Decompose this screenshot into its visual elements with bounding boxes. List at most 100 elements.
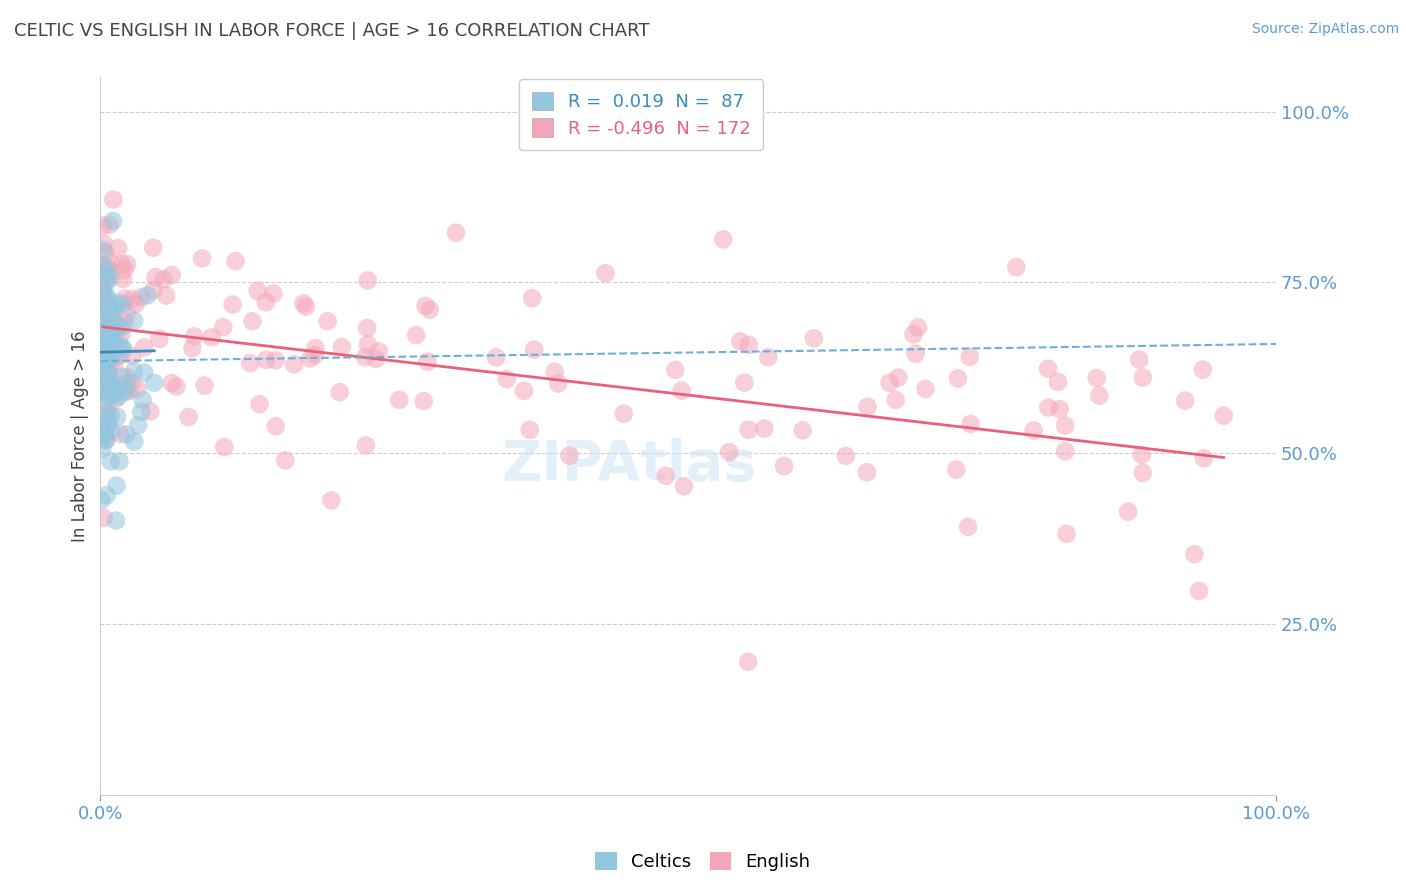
Point xyxy=(134,340,156,354)
Point xyxy=(131,392,153,407)
Point xyxy=(329,385,352,400)
Point xyxy=(118,384,141,398)
Point xyxy=(91,353,114,368)
Point xyxy=(91,423,114,437)
Point xyxy=(946,371,969,385)
Point xyxy=(97,416,120,430)
Point xyxy=(136,288,159,302)
Point xyxy=(91,301,114,315)
Point xyxy=(121,349,143,363)
Text: ZIPAtlas: ZIPAtlas xyxy=(502,438,756,492)
Point xyxy=(364,351,387,366)
Point xyxy=(107,318,129,333)
Point xyxy=(111,257,134,271)
Point xyxy=(664,363,686,377)
Point xyxy=(98,327,121,342)
Point xyxy=(152,272,174,286)
Point xyxy=(96,403,118,417)
Point xyxy=(354,438,377,452)
Point xyxy=(264,353,287,368)
Point xyxy=(90,336,112,351)
Point xyxy=(249,397,271,411)
Point xyxy=(104,514,127,528)
Point xyxy=(98,299,121,313)
Point xyxy=(111,339,134,353)
Point xyxy=(91,324,114,338)
Point xyxy=(108,454,131,468)
Point xyxy=(283,357,305,371)
Point xyxy=(90,368,112,382)
Point xyxy=(513,384,536,398)
Point xyxy=(97,387,120,401)
Point xyxy=(945,462,967,476)
Point xyxy=(101,316,124,330)
Point xyxy=(91,268,114,283)
Point xyxy=(98,379,121,393)
Point xyxy=(181,341,204,355)
Point xyxy=(122,364,145,378)
Point xyxy=(98,338,121,352)
Point xyxy=(756,350,779,364)
Point xyxy=(111,297,134,311)
Point xyxy=(127,382,149,396)
Point xyxy=(142,241,165,255)
Point xyxy=(143,376,166,390)
Point xyxy=(103,358,125,372)
Point xyxy=(1212,409,1234,423)
Point xyxy=(254,295,277,310)
Point xyxy=(904,346,927,360)
Point xyxy=(419,302,441,317)
Point xyxy=(103,301,125,315)
Point xyxy=(1130,448,1153,462)
Point xyxy=(737,423,759,437)
Point xyxy=(856,400,879,414)
Point xyxy=(94,429,117,443)
Point xyxy=(105,322,128,336)
Point xyxy=(254,352,277,367)
Point xyxy=(299,351,322,366)
Point xyxy=(485,351,508,365)
Point xyxy=(98,369,121,384)
Point xyxy=(94,332,117,346)
Point xyxy=(1085,371,1108,385)
Point xyxy=(108,348,131,362)
Point xyxy=(91,306,114,320)
Point xyxy=(523,343,546,357)
Point xyxy=(94,373,117,387)
Point xyxy=(754,421,776,435)
Point xyxy=(142,283,165,297)
Point xyxy=(134,366,156,380)
Point xyxy=(193,378,215,392)
Point xyxy=(93,326,115,340)
Point xyxy=(94,264,117,278)
Point xyxy=(110,327,132,342)
Point xyxy=(98,303,121,318)
Point xyxy=(100,409,122,423)
Point xyxy=(595,266,617,280)
Point xyxy=(730,334,752,349)
Point xyxy=(115,427,138,442)
Point xyxy=(547,376,569,391)
Point xyxy=(93,511,115,525)
Point xyxy=(91,286,114,301)
Point xyxy=(91,304,114,318)
Point xyxy=(304,348,326,362)
Point xyxy=(887,370,910,384)
Point xyxy=(98,356,121,370)
Point xyxy=(613,407,636,421)
Point xyxy=(263,286,285,301)
Point xyxy=(903,327,925,342)
Point xyxy=(101,214,124,228)
Point xyxy=(90,334,112,348)
Point xyxy=(93,236,115,251)
Point xyxy=(93,287,115,301)
Point xyxy=(1036,361,1059,376)
Point xyxy=(183,329,205,343)
Point xyxy=(97,262,120,277)
Point xyxy=(90,493,112,508)
Point xyxy=(671,384,693,398)
Point xyxy=(96,272,118,286)
Point xyxy=(224,254,246,268)
Point xyxy=(108,381,131,395)
Point xyxy=(94,397,117,411)
